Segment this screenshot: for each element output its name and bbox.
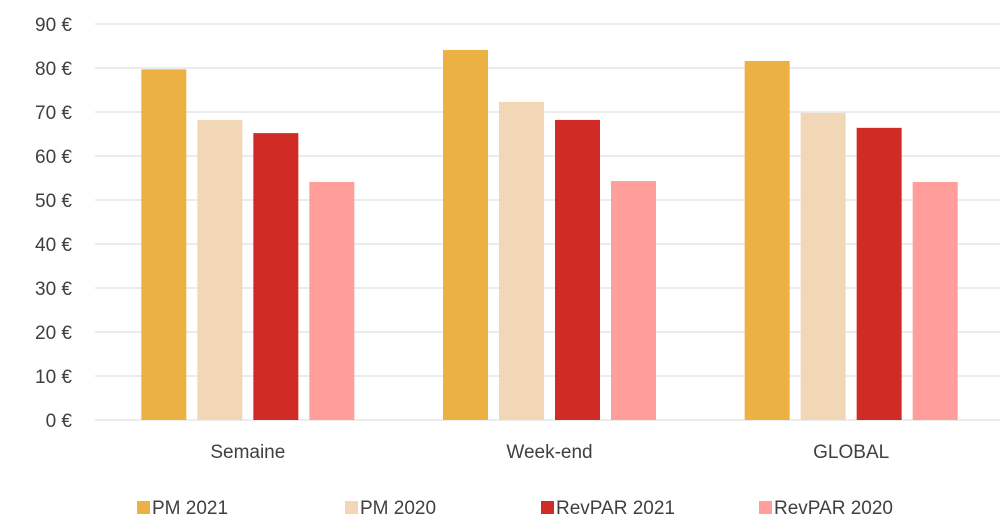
bar xyxy=(141,69,187,420)
x-tick-label: GLOBAL xyxy=(813,442,889,463)
bar xyxy=(309,181,355,420)
legend-label: PM 2021 xyxy=(152,498,228,516)
y-tick-label: 30 € xyxy=(35,279,72,300)
legend-swatch xyxy=(759,501,772,514)
bar xyxy=(253,133,299,420)
bar xyxy=(744,60,790,421)
y-tick-label: 20 € xyxy=(35,323,72,344)
y-tick-label: 70 € xyxy=(35,103,72,124)
bar xyxy=(443,49,488,421)
bar xyxy=(856,127,902,420)
legend-swatch xyxy=(345,501,358,514)
y-tick-label: 10 € xyxy=(35,367,72,388)
y-tick-label: 80 € xyxy=(35,59,72,80)
legend-swatch xyxy=(137,501,150,514)
bar xyxy=(912,181,958,420)
legend-label: PM 2020 xyxy=(360,498,436,516)
legend-label: RevPAR 2020 xyxy=(774,498,893,516)
y-tick-label: 40 € xyxy=(35,235,72,256)
y-tick-label: 60 € xyxy=(35,147,72,168)
bar xyxy=(555,119,600,421)
legend-swatch xyxy=(541,501,554,514)
x-tick-label: Week-end xyxy=(506,442,592,463)
bar xyxy=(800,112,846,420)
legend-label: RevPAR 2021 xyxy=(556,498,675,516)
bar xyxy=(499,101,544,420)
x-tick-label: Semaine xyxy=(210,442,285,463)
bar xyxy=(197,119,243,421)
y-tick-label: 90 € xyxy=(35,15,72,36)
bar xyxy=(611,181,656,420)
y-tick-label: 0 € xyxy=(46,411,73,432)
y-tick-label: 50 € xyxy=(35,191,72,212)
